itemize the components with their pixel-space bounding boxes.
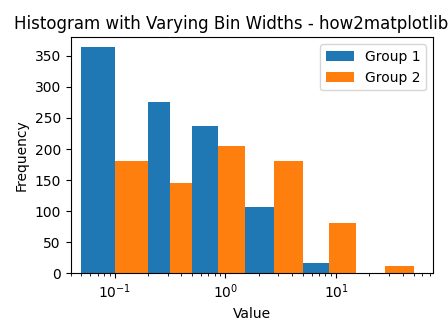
Legend: Group 1, Group 2: Group 1, Group 2 bbox=[320, 44, 426, 90]
Y-axis label: Frequency: Frequency bbox=[15, 119, 29, 191]
Bar bbox=[192, 126, 219, 273]
X-axis label: Value: Value bbox=[233, 307, 271, 321]
Bar bbox=[274, 161, 303, 273]
Bar bbox=[329, 223, 356, 273]
Bar bbox=[148, 102, 170, 273]
Title: Histogram with Varying Bin Widths - how2matplotlib.com: Histogram with Varying Bin Widths - how2… bbox=[14, 15, 448, 33]
Bar bbox=[115, 161, 148, 273]
Bar bbox=[384, 266, 414, 273]
Bar bbox=[170, 183, 192, 273]
Bar bbox=[303, 262, 329, 273]
Bar bbox=[245, 207, 274, 273]
Bar bbox=[219, 146, 245, 273]
Bar bbox=[82, 47, 115, 273]
